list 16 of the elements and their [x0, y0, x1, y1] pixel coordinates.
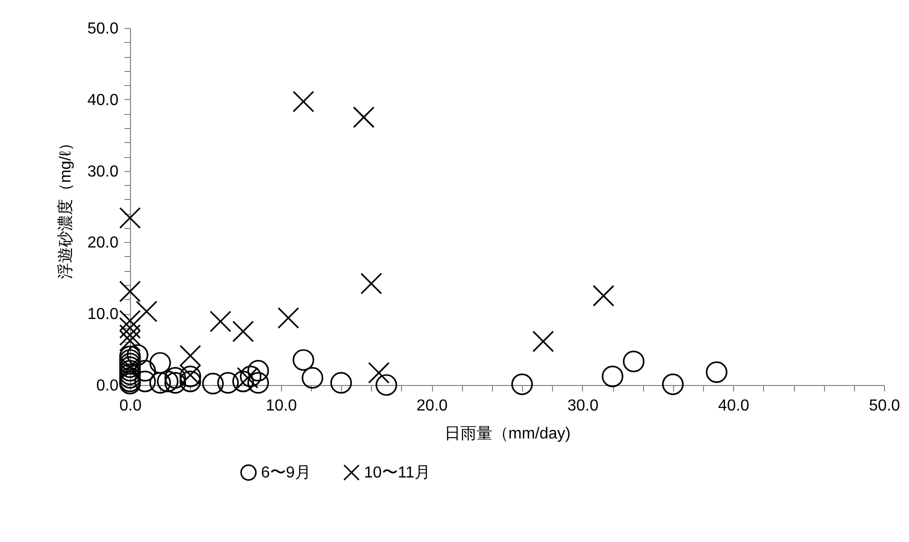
x-axis-title: 日雨量（mm/day)	[444, 426, 571, 442]
x-tick-label: 10.0	[266, 398, 297, 414]
y-tick-label: 40.0	[87, 92, 119, 109]
y-tick-label: 10.0	[87, 306, 119, 324]
y-tick-label: 30.0	[87, 163, 119, 180]
x-tick-label: 40.0	[718, 398, 750, 414]
legend-label: 10〜11月	[364, 464, 430, 482]
x-tick-label: 30.0	[567, 398, 599, 414]
y-tick-label: 0.0	[96, 378, 119, 394]
y-axis-title: 浮遊砂濃度（mg/ℓ）	[56, 135, 74, 279]
legend-label: 6〜9月	[261, 464, 311, 482]
x-tick-label: 20.0	[416, 398, 448, 414]
x-tick-label: 0.0	[119, 398, 142, 414]
y-tick-label: 20.0	[87, 234, 119, 252]
x-tick-label: 50.0	[868, 398, 900, 414]
y-tick-label: 50.0	[87, 20, 119, 38]
